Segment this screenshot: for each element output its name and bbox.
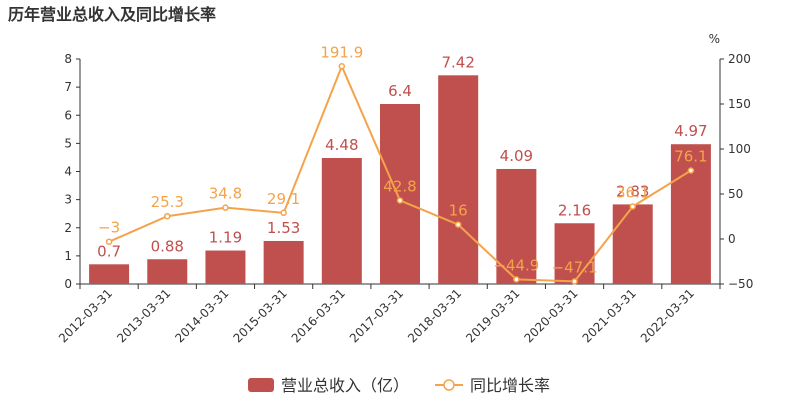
bar-value-label: 6.4	[388, 82, 412, 100]
line-point	[105, 238, 113, 245]
line-point	[222, 204, 229, 211]
x-axis-tick-label: 2018-03-31	[405, 286, 464, 345]
legend-line-marker	[443, 379, 455, 391]
bar	[438, 75, 479, 284]
line-value-label: −47.1	[552, 258, 598, 276]
x-axis-tick-label: 2014-03-31	[172, 286, 231, 345]
bar-value-label: 0.7	[97, 242, 121, 260]
bar-value-label: 7.42	[441, 53, 474, 71]
line-point	[396, 197, 404, 204]
line-point	[164, 212, 171, 220]
x-axis-tick-label: 2015-03-31	[231, 286, 290, 345]
line-point	[571, 278, 578, 285]
bar	[147, 259, 188, 284]
line-value-label: 191.9	[320, 43, 363, 61]
right-axis-tick-label: 50	[728, 187, 743, 201]
left-axis-tick-label: 5	[64, 136, 72, 150]
x-axis-tick-label: 2021-03-31	[580, 286, 639, 345]
bar-value-label: 4.09	[500, 147, 533, 165]
bar	[89, 264, 130, 284]
bar-value-label: 1.19	[209, 229, 242, 247]
left-axis-tick-label: 7	[64, 80, 72, 94]
x-axis-tick-label: 2013-03-31	[114, 286, 173, 345]
bar-value-label: 4.48	[325, 136, 358, 154]
legend-bar-swatch	[248, 378, 274, 392]
left-axis-tick-label: 2	[64, 221, 72, 235]
x-axis-tick-label: 2020-03-31	[521, 286, 580, 345]
legend[interactable]: 营业总收入（亿） 同比增长率	[248, 376, 550, 395]
line-value-label: 42.8	[383, 177, 416, 195]
right-axis-tick-label: 150	[728, 97, 751, 111]
x-axis-tick-label: 2019-03-31	[463, 286, 522, 345]
line-value-label: 16	[449, 202, 468, 220]
x-axis-tick-label: 2017-03-31	[347, 286, 406, 345]
line-value-label: 34.8	[209, 185, 242, 203]
line-value-label: 29.1	[267, 190, 300, 208]
bar	[263, 240, 304, 284]
left-axis-tick-label: 8	[64, 52, 72, 66]
left-axis-tick-label: 6	[64, 108, 72, 122]
line-point	[454, 221, 462, 228]
left-axis-tick-label: 4	[64, 165, 72, 179]
bar	[554, 223, 595, 284]
line-point	[513, 276, 520, 283]
bar-value-label: 2.83	[616, 182, 649, 200]
legend-line-label: 同比增长率	[470, 376, 550, 395]
line-point	[338, 63, 346, 70]
right-axis-tick-label: 0	[728, 232, 736, 246]
bar	[612, 204, 653, 284]
left-axis-tick-label: 3	[64, 193, 72, 207]
line-point	[687, 167, 695, 174]
bar-value-label: 0.88	[151, 237, 184, 255]
line-value-label: −44.9	[493, 256, 539, 274]
line-value-label: −3	[98, 219, 120, 237]
bar	[321, 158, 362, 284]
x-axis-tick-label: 2022-03-31	[638, 286, 697, 345]
bar-value-label: 1.53	[267, 219, 300, 237]
x-axis-tick-label: 2016-03-31	[289, 286, 348, 345]
line-value-label: 76.1	[674, 148, 707, 166]
bar-value-label: 4.97	[674, 122, 707, 140]
line-value-label: 36.1	[616, 184, 649, 202]
right-axis-tick-label: −50	[728, 277, 753, 291]
bar-value-label: 2.16	[558, 201, 591, 219]
line-value-label: 25.3	[151, 193, 184, 211]
bar	[380, 104, 420, 284]
right-axis-tick-label: 100	[728, 142, 751, 156]
bar	[205, 250, 246, 284]
line-point	[629, 203, 636, 210]
left-axis-tick-label: 1	[64, 249, 72, 263]
chart-title: 历年营业总收入及同比增长率	[8, 5, 216, 24]
legend-bar-label: 营业总收入（亿）	[281, 376, 409, 395]
data-labels: 0.7 0.88 1.19 1.53 4.48 6.4 7.42 4.09 2.16 2.83 4.…	[97, 43, 707, 276]
line-series	[105, 63, 695, 285]
bar	[496, 168, 537, 284]
left-axis-tick-label: 0	[64, 277, 72, 291]
right-axis-tick-label: 200	[728, 52, 751, 66]
right-axis-unit: %	[709, 32, 720, 46]
line-point	[280, 209, 287, 217]
x-axis-tick-label: 2012-03-31	[56, 286, 115, 345]
